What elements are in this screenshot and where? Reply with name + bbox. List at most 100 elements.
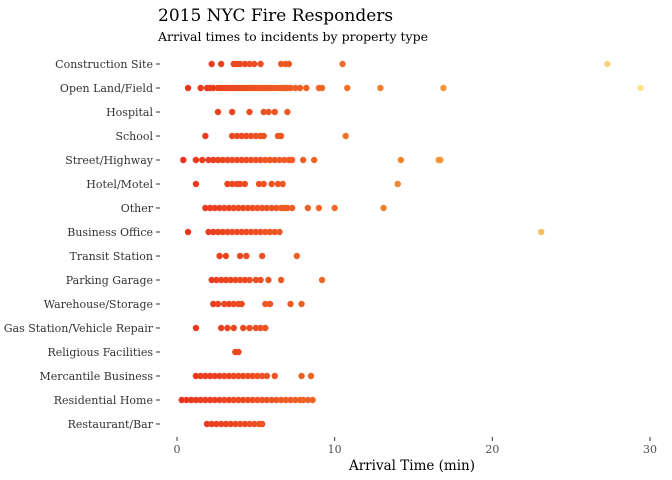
data-point [184, 228, 192, 236]
y-tick-label: Construction Site [55, 58, 153, 71]
data-point [222, 420, 230, 428]
data-point [251, 60, 258, 68]
data-point [263, 204, 271, 212]
data-point [299, 156, 307, 164]
data-point [214, 300, 222, 308]
data-point [232, 276, 239, 284]
data-point [244, 396, 252, 404]
data-point [219, 228, 226, 236]
data-point [219, 156, 226, 164]
data-point [225, 204, 233, 212]
data-point [252, 276, 260, 284]
data-point [440, 84, 447, 92]
data-point [243, 252, 250, 260]
data-point [287, 300, 294, 308]
data-point [310, 156, 318, 164]
data-point [180, 156, 187, 164]
data-point [266, 156, 274, 164]
data-point [339, 60, 346, 68]
data-point [206, 204, 214, 212]
data-point [293, 252, 301, 260]
y-tick-label: Business Office [67, 226, 153, 239]
data-point [394, 180, 401, 188]
data-point [344, 84, 351, 92]
data-point [538, 228, 545, 236]
data-point [228, 180, 236, 188]
data-point [251, 420, 258, 428]
data-point [307, 372, 315, 380]
data-point [236, 252, 244, 260]
data-point [235, 396, 242, 404]
data-point [214, 228, 222, 236]
data-point [292, 396, 299, 404]
data-point [206, 372, 214, 380]
data-point [202, 396, 209, 404]
data-point [197, 396, 204, 404]
data-point [221, 396, 228, 404]
data-point [304, 204, 312, 212]
data-point [263, 372, 271, 380]
data-point [216, 372, 223, 380]
data-point [273, 204, 280, 212]
data-point [380, 204, 387, 212]
y-tick-label: Hospital [106, 106, 153, 119]
data-point [214, 108, 222, 116]
data-point [266, 228, 274, 236]
data-point [257, 276, 264, 284]
y-tick-label: Street/Highway [65, 154, 154, 167]
data-point [299, 396, 307, 404]
data-point [265, 108, 272, 116]
data-point [208, 60, 215, 68]
data-point [241, 180, 248, 188]
data-point [276, 156, 283, 164]
x-tick-label: 20 [485, 443, 499, 456]
data-point [244, 372, 252, 380]
chart-title: 2015 NYC Fire Responders [158, 6, 393, 26]
data-point [318, 84, 326, 92]
data-point [217, 60, 225, 68]
data-point [331, 204, 338, 212]
data-point [277, 60, 285, 68]
data-point [241, 276, 248, 284]
data-point [224, 324, 231, 332]
data-point [238, 156, 245, 164]
data-point [247, 132, 255, 140]
data-point [192, 372, 200, 380]
y-tick-label: School [115, 130, 153, 143]
data-point [304, 396, 312, 404]
data-point [243, 132, 250, 140]
data-point [263, 396, 271, 404]
data-point [192, 396, 200, 404]
y-tick-label: Gas Station/Vehicle Repair [4, 322, 154, 335]
data-point [241, 60, 248, 68]
data-point [192, 156, 200, 164]
data-point [287, 396, 294, 404]
data-point [230, 396, 237, 404]
y-axis: Construction Site Open Land/Field Hospital… [4, 58, 160, 431]
data-points [178, 60, 644, 428]
data-point [184, 84, 192, 92]
data-point [277, 276, 285, 284]
data-point [268, 396, 275, 404]
data-point [284, 204, 291, 212]
data-point [262, 228, 269, 236]
data-point [260, 108, 267, 116]
data-point [235, 348, 242, 356]
data-point [225, 372, 233, 380]
data-point [216, 204, 223, 212]
data-point [277, 132, 285, 140]
data-point [298, 372, 305, 380]
data-point [265, 276, 272, 284]
data-point [260, 180, 267, 188]
data-point [252, 324, 260, 332]
data-point [266, 300, 274, 308]
data-point [227, 276, 234, 284]
data-point [228, 228, 236, 236]
data-point [258, 396, 266, 404]
data-point [240, 372, 247, 380]
data-point [228, 108, 236, 116]
y-tick-label: Hotel/Motel [86, 178, 153, 191]
data-point [199, 156, 206, 164]
data-point [224, 228, 231, 236]
